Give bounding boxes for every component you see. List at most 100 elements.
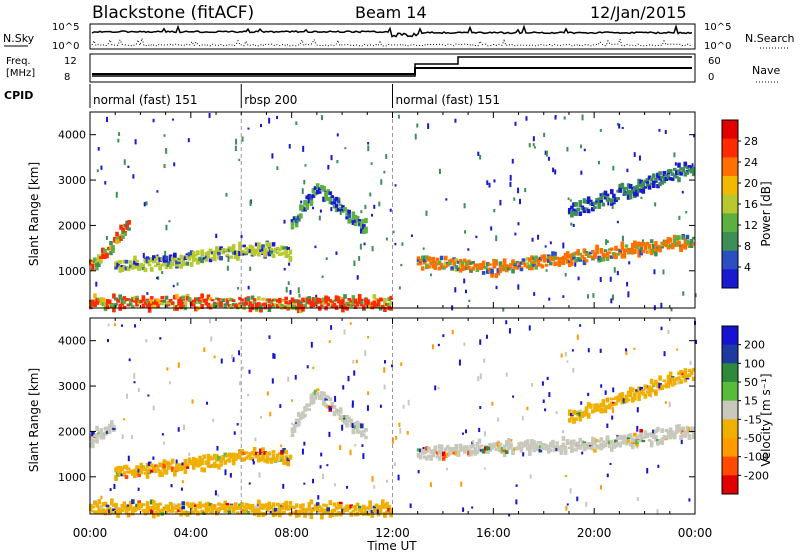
echo-cell: [141, 503, 146, 507]
echo-cell: [614, 253, 618, 260]
echo-cell: [101, 433, 106, 439]
echo-cell: [624, 192, 629, 196]
echo-cell: [124, 510, 129, 514]
echo-cell: [105, 299, 110, 304]
echo-cell: [263, 302, 267, 306]
echo-cell: [429, 455, 433, 460]
echo-cell: [364, 428, 368, 432]
noise-speck: [604, 390, 607, 395]
echo-cell: [580, 205, 585, 209]
echo-cell: [528, 264, 532, 269]
echo-cell: [633, 392, 637, 396]
echo-cell: [91, 263, 95, 267]
echo-cell: [349, 418, 354, 423]
noise-speck: [128, 358, 131, 362]
echo-cell: [651, 248, 656, 254]
echo-cell: [311, 508, 316, 512]
echo-cell: [120, 267, 125, 272]
echo-cell: [349, 504, 354, 509]
echo-cell: [124, 505, 129, 509]
echo-cell: [191, 510, 196, 514]
echo-cell: [170, 261, 175, 267]
echo-cell: [162, 507, 167, 510]
echo-cell: [685, 425, 690, 430]
echo-cell: [147, 259, 152, 263]
echo-cell: [324, 195, 328, 201]
echo-cell: [252, 252, 257, 256]
echo-cell: [173, 506, 177, 510]
echo-cell: [477, 263, 482, 267]
noise-speck: [106, 339, 109, 343]
echo-cell: [145, 463, 150, 468]
noise-speck: [145, 201, 148, 206]
echo-cell: [670, 377, 675, 382]
echo-cell: [313, 506, 318, 511]
echo-cell: [198, 256, 202, 260]
noise-speck: [636, 445, 639, 449]
noise-speck: [605, 239, 608, 245]
noise-speck: [674, 162, 677, 166]
echo-cell: [423, 258, 427, 263]
echo-cell: [97, 257, 101, 263]
echo-cell: [616, 397, 620, 403]
echo-cell: [244, 250, 249, 254]
echo-cell: [500, 264, 505, 269]
echo-cell: [288, 300, 293, 304]
echo-cell: [353, 219, 358, 223]
echo-cell: [612, 401, 616, 405]
echo-cell: [175, 504, 179, 508]
echo-cell: [349, 299, 354, 303]
echo-cell: [322, 503, 326, 507]
echo-cell: [324, 397, 328, 401]
echo-cell: [557, 446, 562, 451]
echo-cell: [597, 409, 601, 412]
echo-cell: [551, 441, 555, 446]
echo-cell: [504, 264, 509, 269]
noise-speck: [113, 323, 116, 327]
echo-cell: [654, 437, 658, 442]
echo-cell: [91, 505, 95, 508]
echo-cell: [198, 259, 202, 263]
echo-cell: [557, 257, 562, 262]
echo-cell: [691, 426, 696, 431]
echo-cell: [561, 256, 566, 262]
echo-cell: [149, 266, 154, 272]
echo-cell: [181, 463, 186, 467]
echo-cell: [689, 372, 694, 376]
echo-cell: [521, 258, 526, 262]
echo-cell: [149, 469, 154, 473]
echo-cell: [572, 210, 576, 216]
echo-cell: [645, 388, 650, 392]
echo-cell: [467, 259, 471, 264]
echo-cell: [359, 304, 364, 307]
echo-cell: [233, 302, 238, 306]
noise-speck: [355, 359, 358, 364]
echo-cell: [349, 301, 354, 305]
echo-cell: [628, 386, 633, 392]
echo-cell: [643, 246, 648, 251]
echo-cell: [662, 176, 667, 182]
echo-cell: [263, 252, 267, 258]
noise-speck: [272, 353, 275, 359]
echo-cell: [649, 440, 654, 446]
echo-cell: [578, 444, 583, 449]
echo-cell: [578, 259, 583, 262]
noise-speck: [660, 302, 663, 309]
echo-cell: [122, 504, 127, 510]
echo-cell: [173, 253, 177, 259]
echo-cell: [338, 504, 343, 509]
echo-cell: [231, 506, 236, 510]
echo-cell: [383, 503, 387, 509]
echo-cell: [425, 456, 429, 461]
echo-cell: [679, 435, 683, 440]
echo-cell: [223, 248, 228, 252]
echo-cell: [206, 302, 211, 308]
echo-cell: [536, 258, 541, 264]
echo-cell: [565, 439, 570, 444]
echo-cell: [666, 175, 671, 179]
echo-cell: [334, 196, 339, 202]
echo-cell: [429, 449, 433, 454]
echo-cell: [120, 473, 125, 477]
noise-speck: [567, 197, 570, 200]
noise-speck: [215, 233, 218, 239]
